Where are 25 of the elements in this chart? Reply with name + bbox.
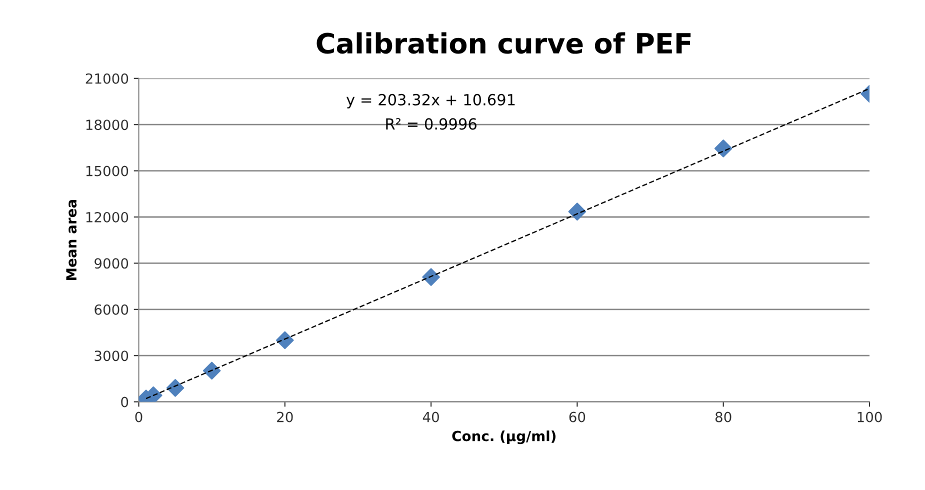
x-tick-label: 80 — [715, 412, 732, 422]
x-tick-label: 20 — [277, 412, 293, 422]
annotation: y = 203.32x + 10.691 — [346, 94, 515, 108]
y-tick-label: 0 — [121, 396, 128, 408]
y-tick-label: 9000 — [94, 258, 128, 269]
annotation: R² = 0.9996 — [386, 118, 476, 130]
y-tick-label: 6000 — [94, 304, 128, 315]
point — [202, 362, 221, 380]
x-tick-label: 60 — [569, 412, 586, 422]
point — [714, 140, 732, 158]
y-tick-label: 3000 — [94, 350, 128, 362]
x-tick-label: 100 — [858, 412, 882, 422]
y-tick-label: 15000 — [86, 166, 128, 176]
chart-title: Calibration curve of PEF — [316, 32, 691, 54]
point — [568, 202, 586, 221]
point — [276, 331, 294, 350]
y-tick-label: 21000 — [86, 73, 128, 84]
point — [422, 268, 440, 286]
point — [166, 379, 184, 397]
x-tick-label: 0 — [135, 412, 142, 422]
y-tick-label: 12000 — [86, 212, 128, 222]
x-axis-title: Conc. (µg/ml) — [452, 430, 556, 444]
y-axis-title: Mean area — [66, 200, 77, 280]
x-tick-label: 40 — [422, 412, 439, 422]
y-tick-label: 18000 — [86, 120, 128, 130]
